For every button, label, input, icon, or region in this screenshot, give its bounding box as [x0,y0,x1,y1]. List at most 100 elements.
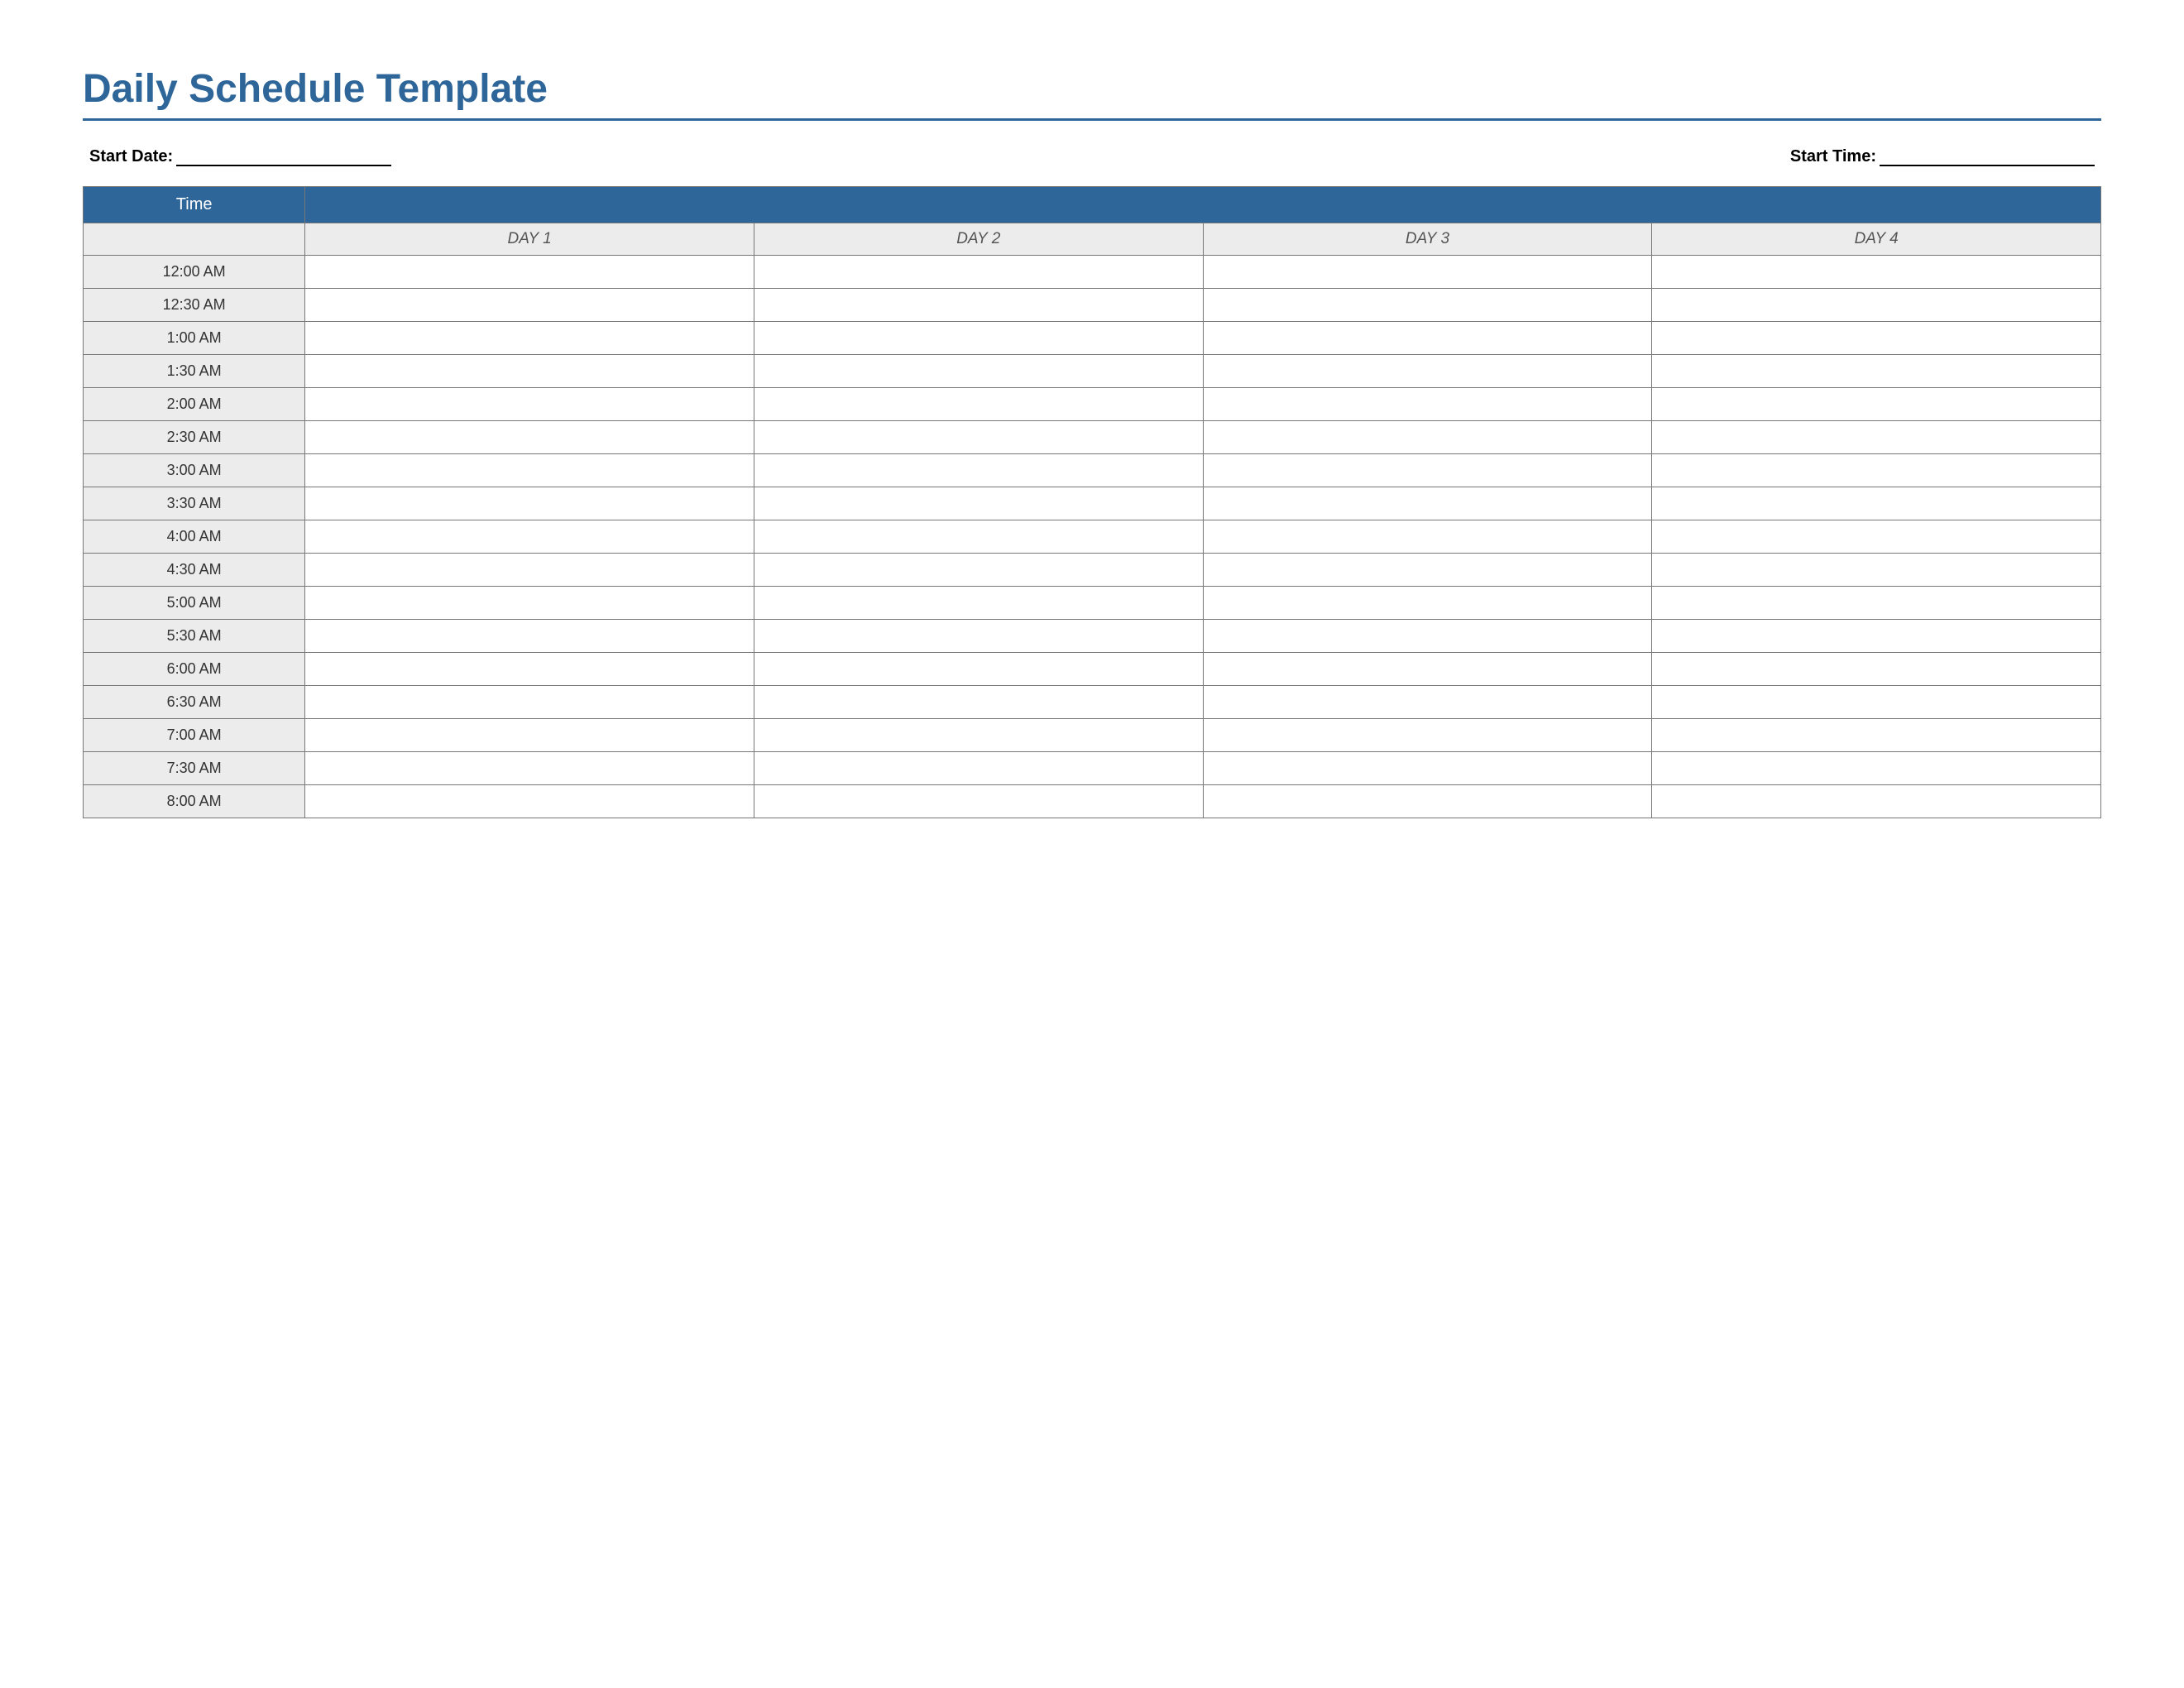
schedule-cell[interactable] [754,719,1203,752]
page-title: Daily Schedule Template [83,66,2101,121]
schedule-cell[interactable] [1652,355,2101,388]
schedule-cell[interactable] [1652,653,2101,686]
start-time-input[interactable] [1880,148,2095,166]
table-row: 1:30 AM [84,355,2101,388]
schedule-cell[interactable] [1652,289,2101,322]
schedule-cell[interactable] [754,322,1203,355]
schedule-cell[interactable] [1652,719,2101,752]
schedule-cell[interactable] [754,587,1203,620]
schedule-cell[interactable] [1203,355,1652,388]
time-cell: 12:00 AM [84,256,305,289]
table-row: 4:00 AM [84,520,2101,554]
schedule-cell[interactable] [305,752,754,785]
schedule-cell[interactable] [305,322,754,355]
schedule-cell[interactable] [305,620,754,653]
schedule-cell[interactable] [1652,256,2101,289]
schedule-table: Time DAY 1 DAY 2 DAY 3 DAY 4 12:00 AM12:… [83,186,2101,818]
schedule-cell[interactable] [754,554,1203,587]
start-date-label: Start Date: [89,147,173,166]
header-bar [305,187,2101,223]
schedule-cell[interactable] [1203,752,1652,785]
schedule-cell[interactable] [754,620,1203,653]
schedule-cell[interactable] [1652,785,2101,818]
schedule-cell[interactable] [754,520,1203,554]
table-row: 7:30 AM [84,752,2101,785]
time-cell: 4:30 AM [84,554,305,587]
schedule-cell[interactable] [1652,620,2101,653]
table-row: 4:30 AM [84,554,2101,587]
schedule-cell[interactable] [1652,520,2101,554]
schedule-cell[interactable] [305,653,754,686]
schedule-cell[interactable] [1203,620,1652,653]
schedule-cell[interactable] [305,487,754,520]
schedule-cell[interactable] [305,554,754,587]
schedule-cell[interactable] [1652,454,2101,487]
table-row: 1:00 AM [84,322,2101,355]
schedule-cell[interactable] [1203,322,1652,355]
schedule-cell[interactable] [1203,256,1652,289]
table-row: 6:30 AM [84,686,2101,719]
start-date-input[interactable] [176,148,391,166]
schedule-cell[interactable] [754,686,1203,719]
schedule-cell[interactable] [1203,520,1652,554]
start-time-label: Start Time: [1790,147,1876,166]
schedule-cell[interactable] [1203,289,1652,322]
table-row: 2:00 AM [84,388,2101,421]
schedule-cell[interactable] [305,785,754,818]
time-cell: 3:00 AM [84,454,305,487]
header-row-1: Time [84,187,2101,223]
time-cell: 2:30 AM [84,421,305,454]
start-date-field: Start Date: [89,147,391,166]
schedule-cell[interactable] [305,289,754,322]
table-row: 5:30 AM [84,620,2101,653]
schedule-cell[interactable] [754,653,1203,686]
time-header: Time [84,187,305,223]
schedule-cell[interactable] [1652,587,2101,620]
schedule-cell[interactable] [1203,421,1652,454]
schedule-cell[interactable] [1652,554,2101,587]
schedule-cell[interactable] [754,487,1203,520]
time-cell: 2:00 AM [84,388,305,421]
schedule-cell[interactable] [305,719,754,752]
schedule-cell[interactable] [754,388,1203,421]
schedule-cell[interactable] [305,256,754,289]
schedule-cell[interactable] [1203,587,1652,620]
schedule-cell[interactable] [1203,653,1652,686]
schedule-cell[interactable] [1203,454,1652,487]
schedule-cell[interactable] [754,289,1203,322]
time-cell: 3:30 AM [84,487,305,520]
schedule-cell[interactable] [754,785,1203,818]
meta-row: Start Date: Start Time: [83,147,2101,166]
schedule-cell[interactable] [1203,719,1652,752]
schedule-cell[interactable] [305,686,754,719]
schedule-cell[interactable] [305,355,754,388]
time-cell: 6:00 AM [84,653,305,686]
schedule-cell[interactable] [305,421,754,454]
schedule-cell[interactable] [1652,487,2101,520]
schedule-cell[interactable] [754,454,1203,487]
schedule-cell[interactable] [754,256,1203,289]
schedule-cell[interactable] [1652,322,2101,355]
time-cell: 1:00 AM [84,322,305,355]
schedule-cell[interactable] [1203,554,1652,587]
schedule-cell[interactable] [1652,686,2101,719]
header-row-2: DAY 1 DAY 2 DAY 3 DAY 4 [84,223,2101,256]
time-cell: 6:30 AM [84,686,305,719]
schedule-cell[interactable] [1203,487,1652,520]
schedule-cell[interactable] [305,454,754,487]
schedule-cell[interactable] [305,388,754,421]
schedule-cell[interactable] [754,355,1203,388]
schedule-cell[interactable] [754,421,1203,454]
schedule-cell[interactable] [1652,421,2101,454]
schedule-cell[interactable] [305,587,754,620]
table-row: 7:00 AM [84,719,2101,752]
schedule-cell[interactable] [754,752,1203,785]
schedule-cell[interactable] [1652,752,2101,785]
start-time-field: Start Time: [1790,147,2095,166]
schedule-cell[interactable] [305,520,754,554]
day-header-1: DAY 1 [305,223,754,256]
schedule-cell[interactable] [1203,686,1652,719]
schedule-cell[interactable] [1652,388,2101,421]
schedule-cell[interactable] [1203,785,1652,818]
schedule-cell[interactable] [1203,388,1652,421]
